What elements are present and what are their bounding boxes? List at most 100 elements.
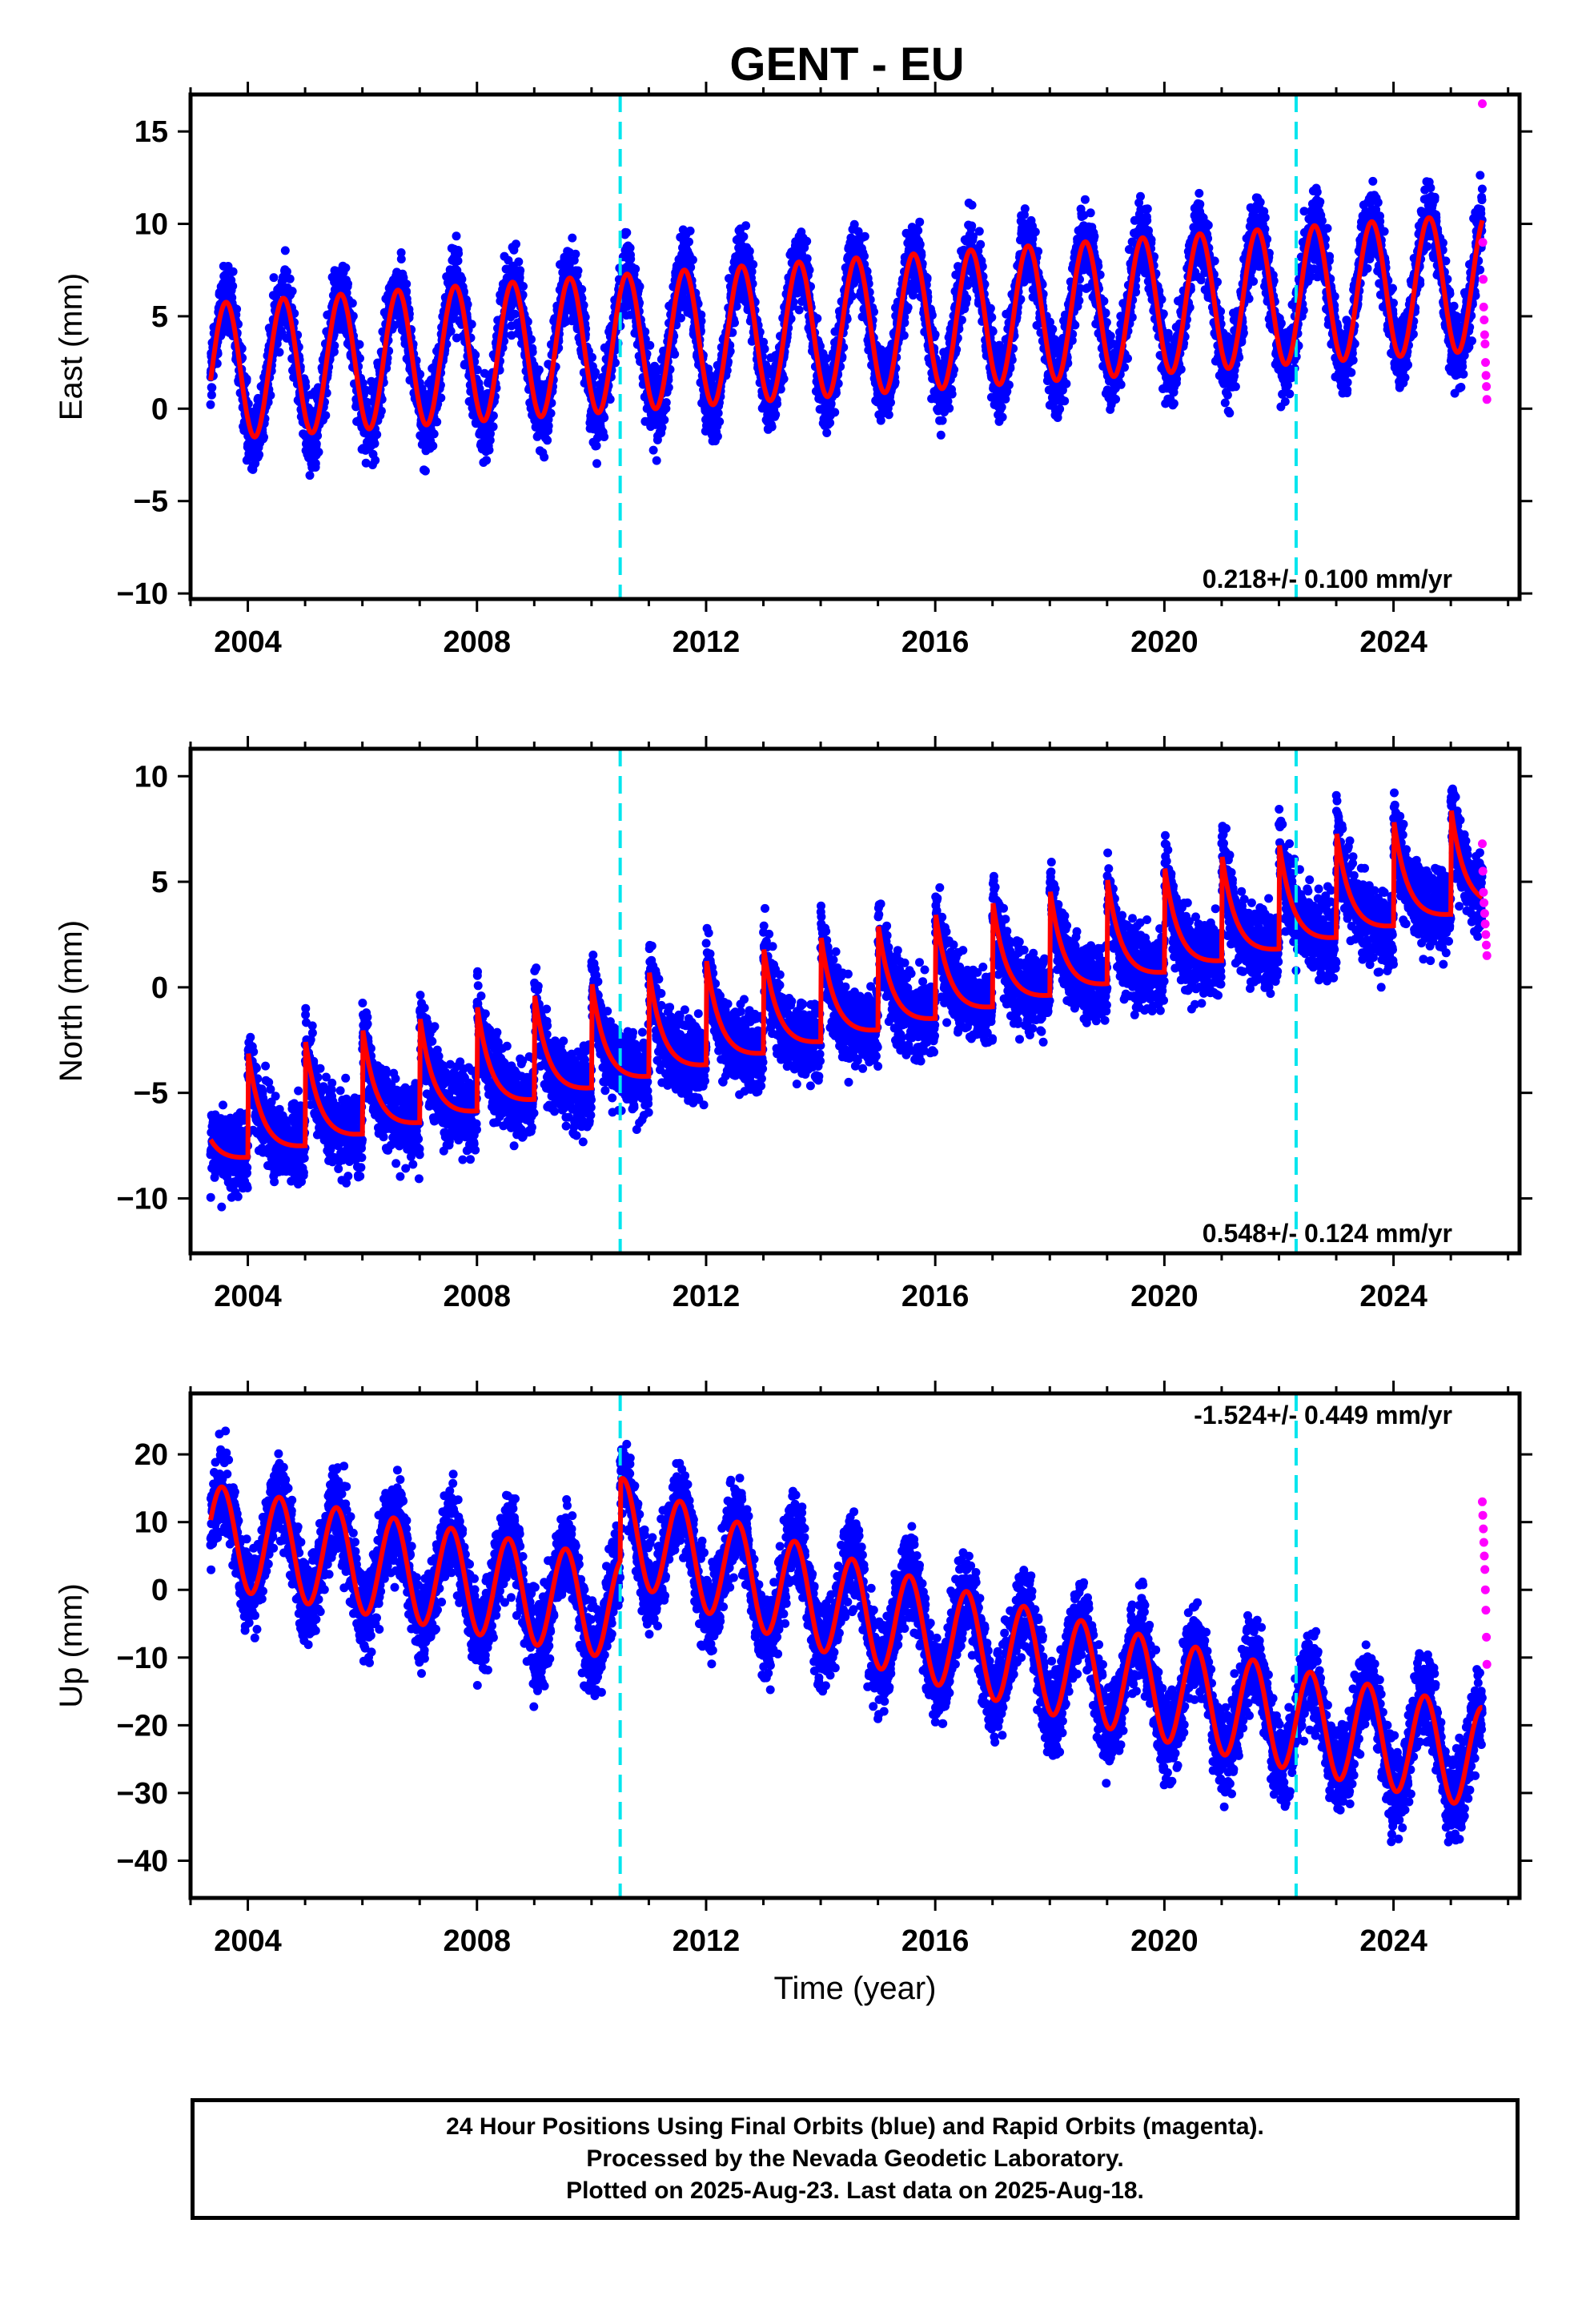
east-final-point bbox=[207, 390, 216, 400]
east-final-point bbox=[779, 374, 789, 384]
east-final-point bbox=[446, 327, 456, 336]
east-final-point bbox=[534, 365, 544, 375]
east-final-point bbox=[482, 456, 492, 465]
east-final-point bbox=[915, 239, 925, 249]
east-final-point bbox=[760, 344, 769, 354]
east-final-point bbox=[884, 410, 893, 420]
east-final-point bbox=[358, 379, 367, 388]
east-final-point bbox=[355, 354, 364, 363]
east-final-point bbox=[232, 304, 242, 314]
east-final-point bbox=[739, 232, 749, 241]
east-final-point bbox=[390, 320, 400, 330]
east-final-point bbox=[282, 267, 291, 276]
east-final-point bbox=[515, 273, 524, 283]
east-final-point bbox=[528, 348, 537, 357]
east-final-point bbox=[741, 221, 751, 231]
east-final-point bbox=[285, 274, 295, 283]
east-final-point bbox=[886, 398, 895, 408]
east-final-point bbox=[648, 445, 658, 455]
east-final-point bbox=[347, 299, 357, 308]
east-final-point bbox=[546, 408, 556, 418]
east-final-point bbox=[860, 251, 869, 261]
east-final-point bbox=[540, 452, 549, 462]
east-final-point bbox=[573, 266, 583, 275]
east-final-point bbox=[471, 350, 480, 360]
panel-east: 2004 2008 2012 2016 2020 2024−10−5051015East … bbox=[54, 82, 1532, 659]
east-final-point bbox=[454, 249, 464, 259]
chart-title: GENT - EU bbox=[729, 38, 964, 90]
east-plot-area bbox=[206, 94, 1492, 599]
east-final-point bbox=[670, 349, 680, 359]
east-final-point bbox=[622, 228, 632, 237]
east-final-point bbox=[773, 399, 782, 408]
east-final-point bbox=[355, 340, 364, 349]
east-final-point bbox=[512, 239, 520, 249]
east-final-point bbox=[396, 248, 406, 257]
east-final-point bbox=[645, 340, 655, 350]
east-final-point bbox=[429, 429, 439, 439]
east-final-point bbox=[745, 247, 754, 256]
east-final-point bbox=[822, 428, 832, 437]
east-final-point bbox=[376, 406, 386, 416]
east-final-point bbox=[660, 415, 669, 424]
east-final-point bbox=[592, 441, 601, 451]
east-final-point bbox=[488, 422, 498, 432]
east-final-point bbox=[938, 416, 947, 425]
east-final-point bbox=[936, 430, 946, 440]
east-final-point bbox=[986, 304, 995, 313]
east-final-point bbox=[228, 267, 238, 276]
east-final-point bbox=[588, 352, 596, 362]
panels: 2004 2008 2012 2016 2020 2024−10−5051015East … bbox=[54, 82, 1532, 2006]
east-final-point bbox=[568, 233, 577, 243]
east-final-point bbox=[661, 398, 671, 408]
east-final-point bbox=[749, 259, 758, 269]
east-final-point bbox=[372, 430, 382, 440]
east-final-point bbox=[305, 471, 315, 480]
east-final-point bbox=[527, 335, 536, 344]
east-final-point bbox=[321, 411, 331, 420]
east-final-point bbox=[428, 441, 438, 451]
east-final-point bbox=[860, 231, 869, 241]
east-final-point bbox=[631, 264, 640, 274]
east-final-point bbox=[280, 246, 290, 255]
east-final-point bbox=[514, 257, 524, 267]
east-final-point bbox=[287, 287, 297, 296]
east-final-point bbox=[486, 429, 495, 439]
east-final-point bbox=[259, 432, 268, 442]
east-final-point bbox=[987, 312, 997, 322]
east-final-point bbox=[432, 417, 442, 427]
east-final-point bbox=[311, 439, 321, 448]
east-final-point bbox=[802, 254, 812, 263]
east-final-point bbox=[635, 282, 644, 292]
east-final-point bbox=[685, 226, 695, 235]
east-final-point bbox=[516, 266, 525, 275]
east-final-point bbox=[453, 256, 463, 266]
east-final-point bbox=[962, 294, 972, 304]
east-final-point bbox=[330, 341, 339, 351]
east-final-point bbox=[467, 320, 476, 329]
east-final-point bbox=[266, 391, 275, 400]
east-final-point bbox=[275, 348, 284, 357]
east-final-point bbox=[657, 423, 667, 432]
east-final-point bbox=[543, 436, 552, 445]
east-final-point bbox=[899, 331, 909, 340]
east-final-point bbox=[314, 448, 323, 456]
east-final-point bbox=[903, 303, 913, 312]
east-final-point bbox=[626, 255, 636, 263]
east-final-point bbox=[313, 431, 323, 440]
east-final-point bbox=[420, 466, 430, 476]
east-final-point bbox=[794, 305, 804, 315]
east-final-point bbox=[771, 410, 781, 420]
east-final-point bbox=[571, 249, 580, 259]
east-final-point bbox=[915, 217, 925, 227]
east-final-point bbox=[947, 389, 957, 399]
east-final-point bbox=[485, 436, 495, 445]
east-final-point bbox=[402, 287, 411, 296]
east-final-point bbox=[913, 226, 923, 235]
east-final-point bbox=[677, 313, 685, 323]
east-final-point bbox=[269, 273, 279, 283]
east-final-point bbox=[348, 312, 358, 321]
east-final-point bbox=[301, 382, 311, 392]
east-final-point bbox=[715, 417, 725, 426]
east-final-point bbox=[228, 281, 238, 291]
